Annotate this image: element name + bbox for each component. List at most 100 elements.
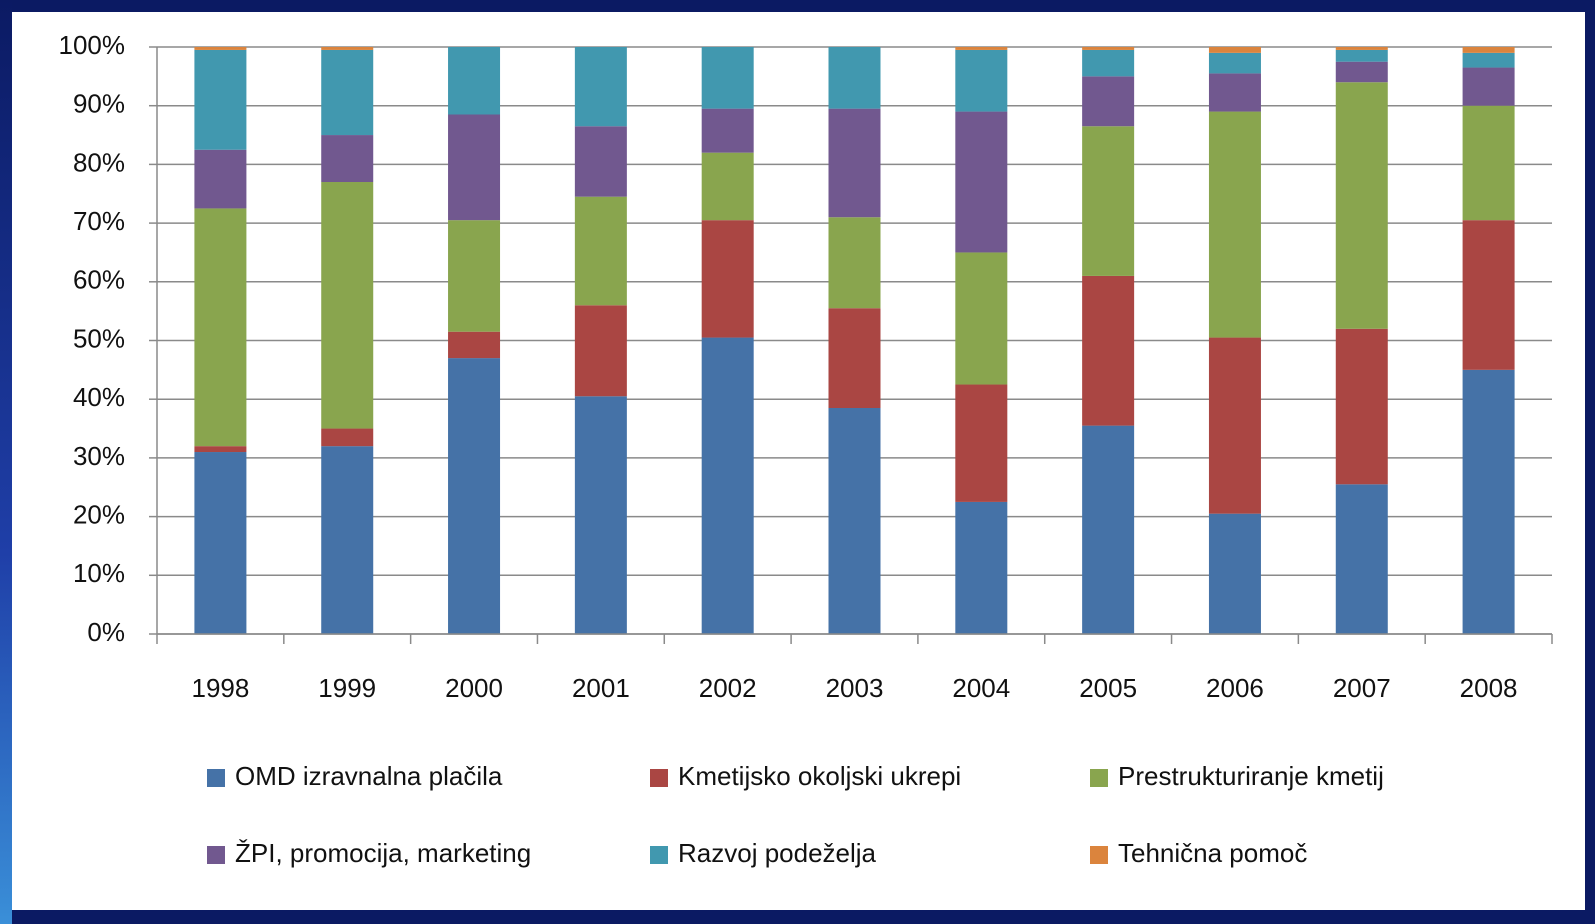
bar-segment (1082, 49, 1135, 77)
bar-segment (828, 47, 881, 109)
y-tick-label: 90% (73, 89, 125, 119)
y-tick-label: 40% (73, 382, 125, 412)
bar-segment (1208, 111, 1261, 338)
bar-segment (448, 331, 501, 359)
bar-segment (448, 114, 501, 221)
x-tick-label: 2004 (952, 673, 1010, 703)
frame-edge (0, 0, 12, 924)
bar-segment (194, 149, 247, 209)
bar-segment (1082, 76, 1135, 127)
bar-segment (574, 305, 627, 397)
y-tick-label: 80% (73, 147, 125, 177)
bar-segment (1335, 484, 1388, 634)
x-tick-label: 2000 (445, 673, 503, 703)
bar-segment (1462, 52, 1515, 68)
bar-segment (1082, 126, 1135, 276)
y-tick-label: 60% (73, 265, 125, 295)
bar-segment (955, 501, 1008, 634)
bar-segment (828, 408, 881, 634)
x-tick-label: 1999 (318, 673, 376, 703)
legend-label: Razvoj podeželja (678, 838, 877, 868)
bar-segment (574, 47, 627, 127)
bar-segment (955, 49, 1008, 112)
bar-segment (194, 446, 247, 453)
bar-segment (1462, 67, 1515, 106)
bar-segment (1208, 337, 1261, 514)
y-tick-label: 0% (87, 617, 125, 647)
bar-segment (1462, 47, 1515, 53)
bar-segment (574, 196, 627, 306)
legend-swatch (207, 846, 225, 864)
bar-segment (701, 337, 754, 634)
bar-segment (1462, 105, 1515, 221)
bar-segment (955, 252, 1008, 385)
bar-segment (194, 49, 247, 150)
x-tick-label: 2001 (572, 673, 630, 703)
legend-swatch (1090, 846, 1108, 864)
bar-segment (321, 49, 374, 136)
bar-segment (955, 47, 1008, 50)
legend-label: ŽPI, promocija, marketing (235, 838, 531, 868)
legend-label: Prestrukturiranje kmetij (1118, 761, 1384, 791)
bar-segment (1335, 82, 1388, 329)
y-tick-label: 10% (73, 558, 125, 588)
bar-segment (1335, 47, 1388, 50)
y-tick-label: 50% (73, 323, 125, 353)
bar-segment (701, 47, 754, 109)
y-tick-label: 30% (73, 441, 125, 471)
x-tick-label: 2006 (1206, 673, 1264, 703)
x-tick-label: 2003 (826, 673, 884, 703)
bar-segment (321, 428, 374, 447)
bar-segment (321, 135, 374, 183)
bar-segment (1335, 328, 1388, 485)
x-tick-label: 2005 (1079, 673, 1137, 703)
y-tick-label: 20% (73, 499, 125, 529)
bar-segment (194, 47, 247, 50)
y-tick-label: 100% (59, 30, 126, 60)
bar-segment (1208, 73, 1261, 112)
legend-label: OMD izravnalna plačila (235, 761, 503, 791)
bar-segment (1462, 220, 1515, 370)
bar-segment (574, 126, 627, 197)
bar-segment (321, 47, 374, 50)
legend-swatch (650, 769, 668, 787)
bar-segment (321, 182, 374, 429)
bar-segment (194, 208, 247, 447)
legend-swatch (207, 769, 225, 787)
x-tick-label: 1998 (191, 673, 249, 703)
chart-area (12, 12, 1585, 910)
bar-segment (1208, 47, 1261, 53)
legend-swatch (650, 846, 668, 864)
bar-segment (1462, 369, 1515, 634)
bar-segment (828, 308, 881, 409)
legend-swatch (1090, 769, 1108, 787)
legend-label: Tehnična pomoč (1118, 838, 1307, 868)
bar-segment (828, 108, 881, 218)
bar-segment (955, 384, 1008, 502)
x-tick-label: 2008 (1460, 673, 1518, 703)
bar-segment (448, 220, 501, 332)
bar-segment (321, 446, 374, 634)
bar-segment (701, 152, 754, 221)
x-tick-label: 2007 (1333, 673, 1391, 703)
bar-segment (1335, 49, 1388, 62)
bar-segment (1335, 61, 1388, 83)
bar-segment (1082, 425, 1135, 634)
bar-segment (1082, 47, 1135, 50)
bar-segment (448, 47, 501, 115)
bar-segment (701, 108, 754, 153)
bar-segment (828, 217, 881, 309)
bar-segment (701, 220, 754, 338)
bar-segment (448, 358, 501, 634)
bar-segment (194, 452, 247, 634)
x-tick-label: 2002 (699, 673, 757, 703)
y-tick-label: 70% (73, 206, 125, 236)
bar-segment (1208, 52, 1261, 74)
bar-segment (1082, 275, 1135, 426)
bar-segment (574, 396, 627, 634)
bar-segment (955, 111, 1008, 253)
bar-segment (1208, 513, 1261, 634)
legend-label: Kmetijsko okoljski ukrepi (678, 761, 961, 791)
